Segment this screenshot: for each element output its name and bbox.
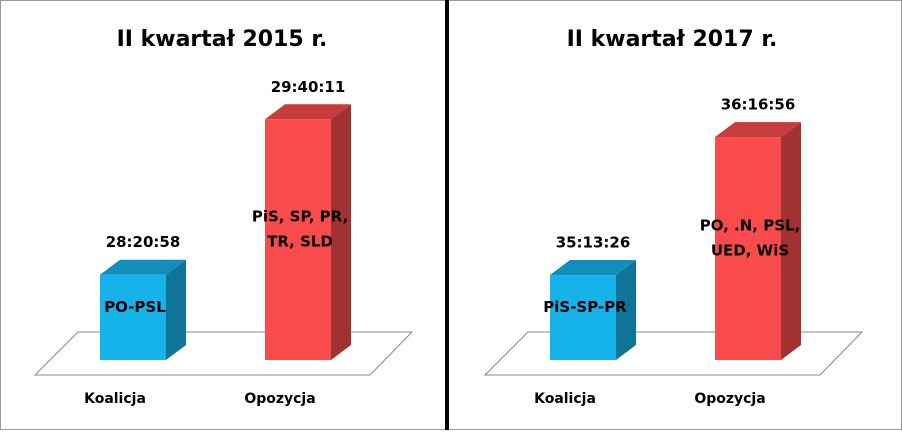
- floor: [483, 331, 864, 376]
- value-label: 36:16:56: [721, 96, 796, 114]
- bar: [100, 274, 166, 360]
- bar-side: [166, 259, 186, 360]
- value-label: 29:40:11: [271, 78, 346, 96]
- value-label: 35:13:26: [556, 234, 631, 252]
- bar-top: [715, 122, 801, 138]
- bar-label: TR, SLD: [267, 233, 333, 251]
- chart-title: II kwartał 2017 r.: [567, 27, 778, 52]
- value-label: 28:20:58: [106, 233, 181, 251]
- x-tick-label: Opozycja: [694, 391, 765, 407]
- bar-label: PiS-SP-PR: [543, 298, 627, 316]
- floor: [33, 331, 414, 376]
- bar-label: PO-PSL: [104, 298, 166, 316]
- bar: [715, 137, 781, 360]
- bar-label: UED, WiS: [711, 242, 789, 260]
- bar-side: [781, 122, 801, 360]
- chart-title: II kwartał 2015 r.: [117, 27, 328, 52]
- bar-top: [100, 259, 186, 275]
- bar-side: [331, 104, 351, 360]
- x-tick-label: Koalicja: [534, 391, 596, 407]
- bar-side: [616, 260, 636, 360]
- bar-label: PiS, SP, PR,: [252, 208, 348, 226]
- bar: [550, 275, 616, 360]
- x-tick-label: Opozycja: [244, 391, 315, 407]
- bar-top: [550, 260, 636, 276]
- x-tick-label: Koalicja: [84, 391, 146, 407]
- bar-top: [265, 104, 351, 120]
- bar: [265, 119, 331, 360]
- bar-label: PO, .N, PSL,: [700, 217, 801, 235]
